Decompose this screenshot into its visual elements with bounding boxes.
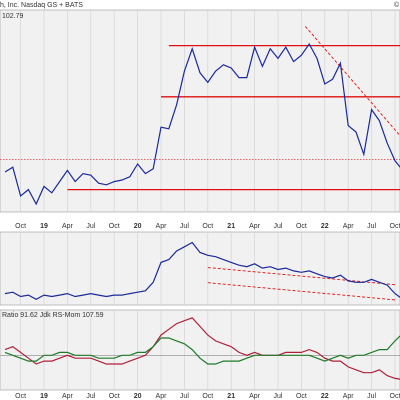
last-price-label: 102.79 <box>2 13 24 20</box>
x-tick-label: 22 <box>321 393 329 400</box>
x-tick-label: Oct <box>202 393 213 400</box>
x-tick-label: Apr <box>62 223 74 230</box>
trend-line <box>304 26 400 136</box>
x-tick-label: 19 <box>40 223 48 230</box>
x-tick-label: 22 <box>321 223 329 230</box>
x-tick-label: Oct <box>390 393 400 400</box>
x-tick-label: Jul <box>180 223 189 230</box>
x-tick-label: Jul <box>180 393 189 400</box>
x-tick-label: Oct <box>296 393 307 400</box>
panel <box>0 9 400 213</box>
series-line <box>4 241 400 300</box>
x-tick-label: Jul <box>274 223 283 230</box>
x-tick-label: Oct <box>109 393 120 400</box>
panel <box>0 309 400 391</box>
panel <box>0 231 400 306</box>
x-tick-label: Jul <box>274 393 283 400</box>
copyright: © S <box>394 1 400 9</box>
series-line <box>4 335 400 365</box>
x-tick-label: Oct <box>15 393 26 400</box>
channel-line <box>207 282 396 301</box>
x-tick-label: 21 <box>227 393 235 400</box>
panel-title: Ratio 91.62 Jdk RS-Mom 107.59 <box>2 312 104 319</box>
x-tick-label: Apr <box>343 223 355 230</box>
x-tick-label: Jul <box>367 223 376 230</box>
x-tick-label: Jul <box>86 223 95 230</box>
chart-title: h, Inc. Nasdaq GS + BATS <box>0 2 83 9</box>
x-tick-label: Apr <box>156 393 168 400</box>
x-tick-label: Oct <box>15 223 26 230</box>
series-line <box>4 317 400 380</box>
x-tick-label: Oct <box>390 223 400 230</box>
x-tick-label: Apr <box>343 393 355 400</box>
x-tick-label: Apr <box>249 393 261 400</box>
x-tick-label: 20 <box>134 223 142 230</box>
x-tick-label: Jul <box>86 393 95 400</box>
x-tick-label: Oct <box>296 223 307 230</box>
x-tick-label: Apr <box>249 223 261 230</box>
x-tick-label: Oct <box>109 223 120 230</box>
x-tick-label: 21 <box>227 223 235 230</box>
x-tick-label: 20 <box>134 393 142 400</box>
series-line <box>4 42 400 206</box>
x-tick-label: Apr <box>156 223 168 230</box>
x-tick-label: 19 <box>40 393 48 400</box>
x-tick-label: Oct <box>202 223 213 230</box>
x-tick-label: Jul <box>367 393 376 400</box>
x-tick-label: Apr <box>62 393 74 400</box>
